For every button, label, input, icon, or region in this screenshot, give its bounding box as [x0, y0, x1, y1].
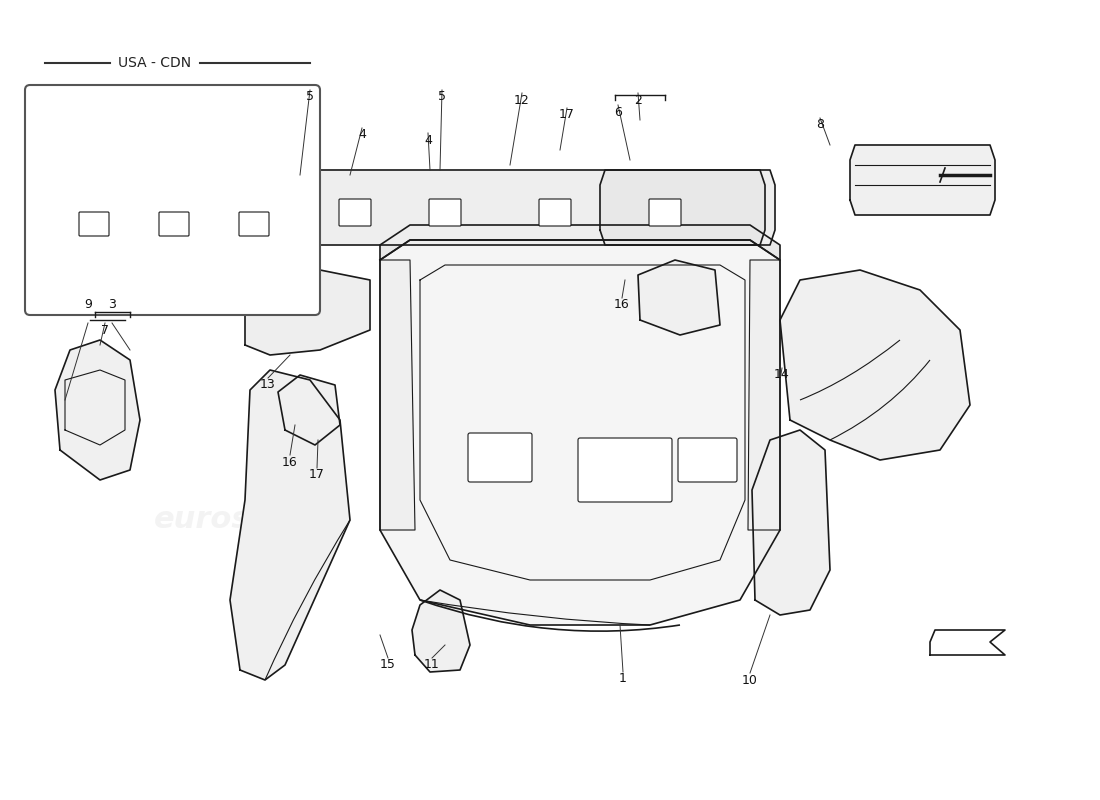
Text: eurospares: eurospares — [154, 506, 346, 534]
Polygon shape — [278, 375, 340, 445]
FancyBboxPatch shape — [578, 438, 672, 502]
FancyBboxPatch shape — [678, 438, 737, 482]
Text: 11: 11 — [425, 658, 440, 671]
Text: 12: 12 — [514, 94, 530, 106]
Text: 3: 3 — [108, 298, 115, 311]
Polygon shape — [412, 590, 470, 672]
Polygon shape — [638, 260, 721, 335]
Polygon shape — [245, 270, 370, 355]
Polygon shape — [55, 340, 140, 480]
Text: 17: 17 — [559, 109, 575, 122]
Polygon shape — [379, 240, 780, 625]
FancyBboxPatch shape — [25, 85, 320, 315]
Text: 2: 2 — [634, 94, 642, 106]
Polygon shape — [850, 145, 996, 215]
FancyBboxPatch shape — [239, 212, 270, 236]
FancyBboxPatch shape — [160, 212, 189, 236]
Text: 13: 13 — [260, 378, 276, 391]
Text: eurospares: eurospares — [154, 206, 346, 234]
Text: USA - CDN: USA - CDN — [119, 56, 191, 70]
Polygon shape — [290, 170, 776, 245]
FancyBboxPatch shape — [429, 199, 461, 226]
Text: 5: 5 — [306, 90, 313, 103]
FancyBboxPatch shape — [468, 433, 532, 482]
Text: 16: 16 — [614, 298, 630, 311]
Polygon shape — [748, 260, 780, 530]
FancyBboxPatch shape — [79, 212, 109, 236]
Text: 17: 17 — [309, 469, 324, 482]
Text: 1: 1 — [619, 671, 627, 685]
FancyBboxPatch shape — [339, 199, 371, 226]
Text: 9: 9 — [84, 298, 92, 311]
Polygon shape — [197, 140, 270, 182]
Text: 15: 15 — [381, 658, 396, 671]
Text: 10: 10 — [742, 674, 758, 686]
Polygon shape — [379, 225, 780, 260]
Polygon shape — [930, 630, 1005, 655]
Text: 16: 16 — [282, 455, 298, 469]
FancyBboxPatch shape — [539, 199, 571, 226]
Text: 6: 6 — [614, 106, 622, 118]
FancyBboxPatch shape — [649, 199, 681, 226]
Text: eurospares: eurospares — [553, 206, 747, 234]
Text: 5: 5 — [438, 90, 446, 103]
Polygon shape — [50, 140, 100, 182]
Polygon shape — [600, 170, 764, 245]
Text: 14: 14 — [774, 369, 790, 382]
Polygon shape — [45, 182, 298, 255]
Text: 7: 7 — [101, 323, 109, 337]
Polygon shape — [752, 430, 830, 615]
Text: 4: 4 — [359, 129, 366, 142]
Text: 4: 4 — [425, 134, 432, 146]
Polygon shape — [230, 370, 350, 680]
Text: 8: 8 — [816, 118, 824, 131]
Polygon shape — [379, 260, 415, 530]
Text: eurospares: eurospares — [553, 506, 747, 534]
Polygon shape — [780, 270, 970, 460]
